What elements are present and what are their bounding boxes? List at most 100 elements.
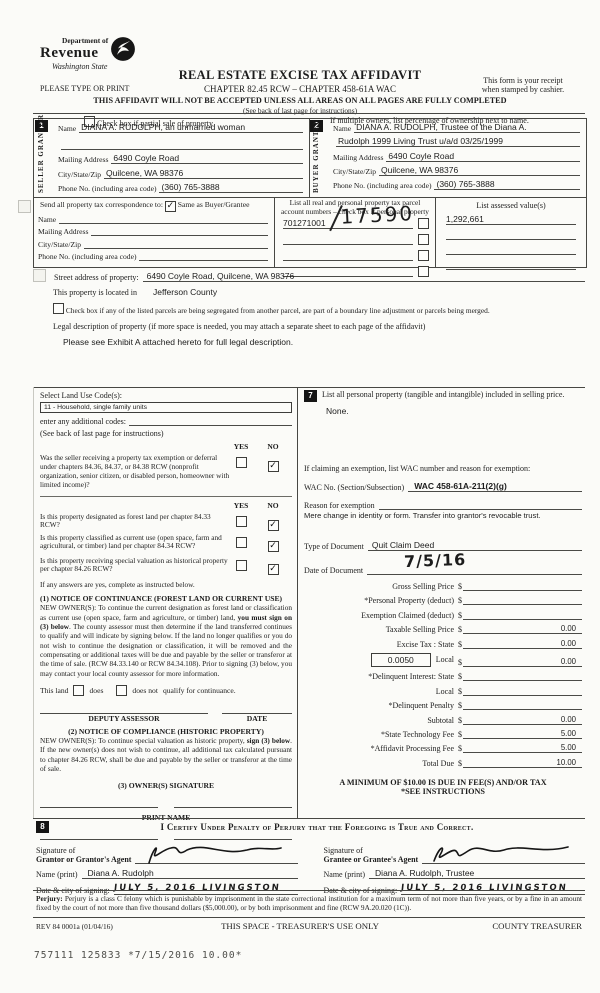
street-address-label: Street address of property: [54,273,139,282]
parcel-number-field[interactable]: 701271001 [283,218,413,230]
q4-no-checkbox[interactable]: ✓ [267,563,279,575]
grantee-sig-label1: Signature of [323,846,363,855]
wac-number-label: WAC No. (Section/Subsection) [304,483,405,492]
q2-no-checkbox[interactable]: ✓ [267,519,279,531]
this-land-label: This land [40,686,69,696]
fee-amount-field[interactable] [463,581,582,591]
q1-no-checkbox[interactable]: ✓ [267,461,279,472]
parcel-number-field[interactable] [283,251,413,262]
section-1-box: 1 [35,120,48,132]
corr-city-field[interactable] [84,247,268,249]
buyer-name-label: Name [333,124,352,134]
fee-amount-field[interactable] [463,671,582,682]
assessed-value-field[interactable] [446,260,576,270]
additional-codes-field[interactable] [128,417,292,426]
seller-city-field[interactable]: Quilcene, WA 98376 [104,168,303,179]
q4-yes-checkbox[interactable] [235,559,247,571]
parcel-personal-checkbox-4[interactable] [418,266,429,278]
exemption-claim-label: If claiming an exemption, list WAC numbe… [304,464,531,473]
buyer-mailing-field[interactable]: 6490 Coyle Road [386,151,580,162]
fee-amount-field[interactable]: 0.00 [463,715,582,725]
q2-yes-checkbox[interactable] [235,515,247,527]
street-address-field[interactable]: 6490 Coyle Road, Quilcene, WA 98376 [142,271,585,282]
parcel-personal-checkbox-1[interactable] [418,218,429,230]
grantor-name-print-field[interactable]: Diana A. Rudolph [81,868,298,879]
dollar-sign: $ [458,672,462,682]
fee-amount-field[interactable] [463,686,582,696]
owner-print-name-field-1[interactable] [40,838,158,841]
dollar-sign: $ [458,610,462,620]
parcel-number-field[interactable] [283,267,413,278]
date-of-document-field[interactable] [367,566,582,575]
local-rate-box[interactable]: 0.0050 [370,652,431,667]
logo-line1: Department of [62,36,109,45]
corr-mailing-label: Mailing Address [38,227,89,237]
grantor-date-city-field[interactable]: JULY 5, 2016 LIVINGSTON [113,883,298,895]
buyer-city-field[interactable]: Quilcene, WA 98376 [379,165,580,176]
does-not-checkbox[interactable] [116,685,128,697]
fee-amount-field[interactable]: 0.00 [463,639,582,649]
seller-phone-field[interactable]: (360) 765-3888 [159,182,303,193]
buyer-name-field[interactable]: DIANA A. RUDOLPH, Trustee of the Diana A… [354,122,580,134]
reason-exemption-value[interactable]: Mere change in identity or form. Transfe… [304,511,541,520]
section-2-box: 2 [310,120,323,132]
reason-exemption-field[interactable] [378,501,582,510]
dollar-sign: $ [458,657,462,667]
q1-yes-checkbox[interactable] [235,457,247,468]
corr-phone-field[interactable] [139,259,268,261]
fee-amount-field[interactable]: 0.00 [463,657,582,667]
perjury-notice: Perjury: Perjury is a class C felony whi… [36,894,582,913]
land-use-code-select[interactable]: 11 - Household, single family units [40,402,292,413]
segregated-checkbox[interactable] [53,303,64,314]
assessed-value-field[interactable] [446,245,576,255]
owner-signature-field-1[interactable] [40,806,158,809]
seller-name-field[interactable]: DIANA A. RUDOLPH, an unmarried woman [79,122,303,134]
fee-amount-field[interactable] [463,610,582,620]
grantee-date-city-field[interactable]: JULY 5, 2016 LIVINGSTON [401,883,585,895]
fee-row: *State Technology Fee $5.00 [304,729,582,739]
dor-logo: Department of Revenue Washington State [40,36,200,71]
fee-amount-field[interactable]: 0.00 [463,624,582,635]
parcel-personal-checkbox-3[interactable] [418,250,429,262]
q3-yes-checkbox[interactable] [235,536,247,548]
does-checkbox[interactable] [73,685,85,697]
fee-amount-field[interactable]: 5.00 [463,729,582,739]
seller-phone-label: Phone No. (including area code) [58,183,157,193]
legal-description-value[interactable]: Please see Exhibit A attached hereto for… [63,337,294,347]
fee-label: Total Due [422,758,454,768]
personal-property-value[interactable]: None. [326,406,349,416]
deputy-assessor-signature-field[interactable] [40,712,208,715]
fee-label: Gross Selling Price [392,582,454,591]
minimum-due-line2: *SEE INSTRUCTIONS [401,786,485,796]
buyer-name-field-2[interactable]: Rudolph 1999 Living Trust u/a/d 03/25/19… [336,136,580,148]
grantee-signature-field[interactable] [422,841,585,864]
q3-no-checkbox[interactable]: ✓ [267,540,279,552]
deputy-date-field[interactable] [222,712,292,715]
fee-amount-field[interactable] [463,700,582,711]
type-of-document-field[interactable]: Quit Claim Deed [367,540,582,551]
grantor-signature-field[interactable] [135,841,298,864]
buyer-phone-field[interactable]: (360) 765-3888 [434,179,580,190]
notice2-body: NEW OWNER(S): To continue special valuat… [40,736,292,774]
corr-name-field[interactable] [59,223,268,225]
same-as-buyer-checkbox[interactable]: ✓ [164,201,176,212]
corr-mailing-field[interactable] [91,235,268,237]
parcel-number-field[interactable] [283,235,413,246]
owner-print-name-field-2[interactable] [174,838,292,841]
located-county-field[interactable]: Jefferson County [152,287,218,297]
fee-label: *Delinquent Penalty [388,701,454,711]
assessed-value-field[interactable]: 1,292,661 [446,214,576,225]
owner-signature-field-2[interactable] [174,806,292,809]
seller-mailing-field[interactable]: 6490 Coyle Road [111,153,303,165]
assessed-value-field[interactable] [446,230,576,240]
parcel-personal-checkbox-2[interactable] [418,234,429,246]
fee-amount-field[interactable]: 5.00 [463,743,582,754]
wac-number-field[interactable]: WAC 458-61A-211(2)(g) [408,481,582,492]
grantee-name-print-field[interactable]: Diana A. Rudolph, Trustee [369,868,585,879]
partial-sale-checkbox[interactable] [84,115,95,127]
seller-name-field-2[interactable] [61,141,303,151]
fee-amount-field[interactable]: 10.00 [463,758,582,768]
section-7-box: 7 [304,390,317,402]
fee-amount-field[interactable] [463,595,582,606]
